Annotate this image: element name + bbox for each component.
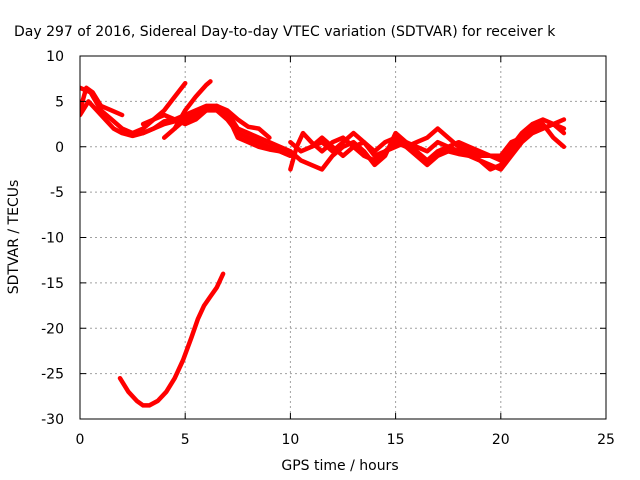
x-tick-label: 25 bbox=[597, 432, 615, 448]
series-line-11 bbox=[309, 121, 567, 159]
y-tick-label: -20 bbox=[41, 321, 64, 337]
y-tick-label: -10 bbox=[41, 231, 64, 247]
grid-lines bbox=[80, 56, 606, 419]
y-tick-label: 5 bbox=[55, 94, 64, 110]
x-axis-label: GPS time / hours bbox=[281, 458, 398, 474]
x-tick-label: 15 bbox=[387, 432, 405, 448]
series-line-3 bbox=[80, 85, 293, 154]
y-tick-label: -5 bbox=[50, 185, 64, 201]
x-tick-label: 20 bbox=[492, 432, 510, 448]
y-tick-label: 0 bbox=[55, 140, 64, 156]
series-line-9 bbox=[288, 121, 567, 172]
y-tick-label: -15 bbox=[41, 276, 64, 292]
y-tick-label: 10 bbox=[46, 49, 64, 65]
y-tick-label: -30 bbox=[41, 412, 64, 428]
x-axis-ticks: 0 5 10 15 20 25 bbox=[76, 56, 615, 448]
plot-frame bbox=[79, 55, 607, 420]
x-tick-label: 10 bbox=[281, 432, 299, 448]
series-line-12 bbox=[117, 271, 226, 408]
chart-title: Day 297 of 2016, Sidereal Day-to-day VTE… bbox=[14, 24, 556, 40]
x-tick-label: 5 bbox=[181, 432, 190, 448]
x-tick-label: 0 bbox=[76, 432, 85, 448]
y-tick-label: -25 bbox=[41, 367, 64, 383]
series-line-4 bbox=[140, 106, 293, 159]
plot-data-area bbox=[80, 79, 567, 408]
series-group bbox=[80, 79, 567, 408]
y-axis-ticks: -30 -25 -20 -15 -10 -5 0 5 10 bbox=[41, 49, 606, 428]
series-line-7 bbox=[172, 103, 272, 140]
series-line-5 bbox=[130, 80, 188, 136]
y-axis-label: SDTVAR / TECUs bbox=[6, 180, 22, 295]
series-line-6 bbox=[161, 79, 213, 140]
